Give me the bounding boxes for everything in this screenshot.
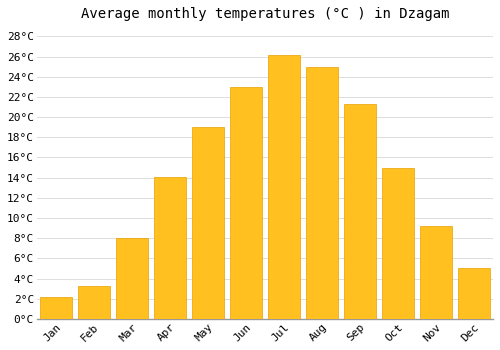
Bar — [192, 127, 224, 319]
Bar — [230, 87, 262, 319]
Bar — [78, 286, 110, 319]
Bar — [154, 177, 186, 319]
Bar — [420, 226, 452, 319]
Title: Average monthly temperatures (°C ) in Dzagam: Average monthly temperatures (°C ) in Dz… — [80, 7, 449, 21]
Bar — [458, 268, 490, 319]
Bar — [344, 104, 376, 319]
Bar — [40, 297, 72, 319]
Bar — [268, 55, 300, 319]
Bar — [306, 66, 338, 319]
Bar — [116, 238, 148, 319]
Bar — [382, 168, 414, 319]
